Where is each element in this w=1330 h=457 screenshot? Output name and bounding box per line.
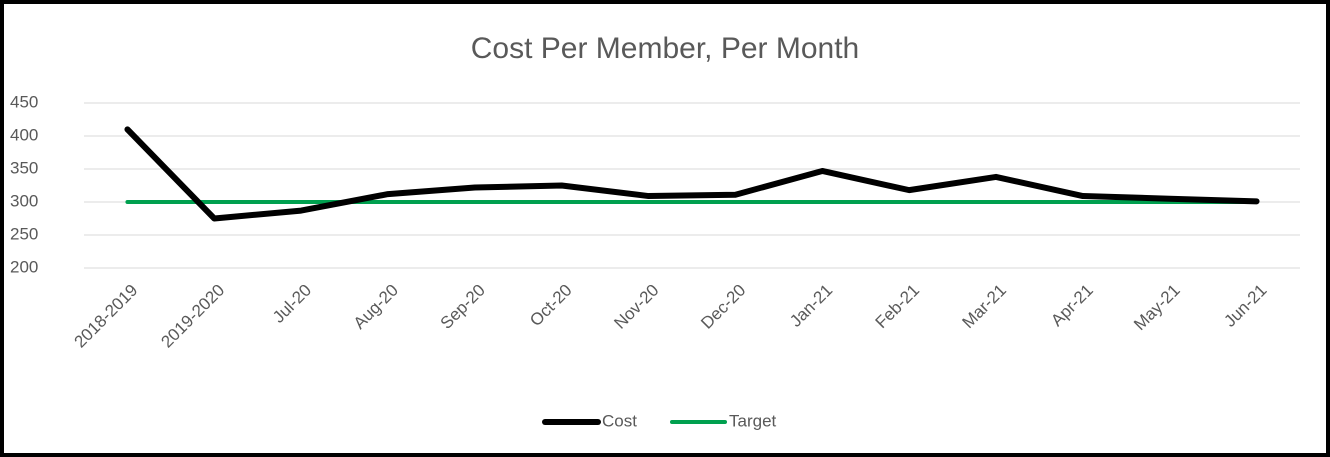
- y-tick-label: 250: [10, 224, 38, 243]
- y-tick-label: 350: [10, 158, 38, 177]
- y-tick-label: 200: [10, 257, 38, 276]
- series-line: [124, 126, 1260, 222]
- y-tick-label: 450: [10, 92, 38, 111]
- legend-label: Target: [729, 411, 777, 430]
- y-tick-label: 400: [10, 125, 38, 144]
- y-tick-label: 300: [10, 191, 38, 210]
- legend-label: Cost: [602, 411, 637, 430]
- chart-title: Cost Per Member, Per Month: [471, 32, 859, 65]
